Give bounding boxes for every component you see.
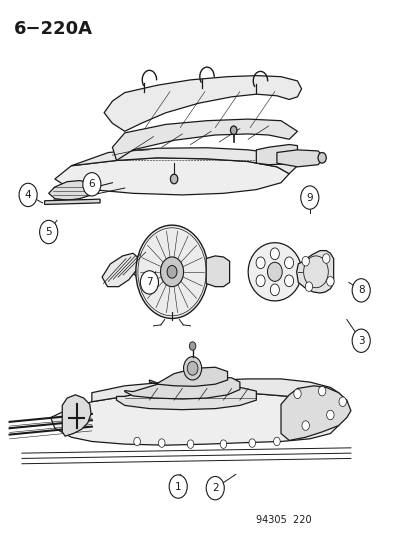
Circle shape bbox=[338, 397, 346, 407]
Circle shape bbox=[248, 439, 255, 447]
Text: 1: 1 bbox=[174, 481, 181, 491]
Circle shape bbox=[187, 440, 193, 448]
Circle shape bbox=[206, 477, 224, 500]
Circle shape bbox=[317, 152, 325, 163]
Polygon shape bbox=[280, 386, 350, 440]
Text: 3: 3 bbox=[357, 336, 363, 346]
Circle shape bbox=[351, 279, 369, 302]
Polygon shape bbox=[247, 243, 301, 301]
Polygon shape bbox=[149, 367, 227, 386]
Polygon shape bbox=[276, 150, 321, 167]
Circle shape bbox=[230, 126, 237, 134]
Circle shape bbox=[256, 275, 264, 287]
Circle shape bbox=[133, 437, 140, 446]
Circle shape bbox=[284, 257, 293, 269]
Circle shape bbox=[326, 410, 333, 419]
Circle shape bbox=[40, 220, 57, 244]
Polygon shape bbox=[51, 393, 338, 445]
Polygon shape bbox=[102, 253, 139, 287]
Circle shape bbox=[293, 389, 300, 399]
Circle shape bbox=[304, 282, 312, 292]
Circle shape bbox=[158, 439, 165, 447]
Circle shape bbox=[326, 277, 333, 286]
Text: 6−220A: 6−220A bbox=[14, 20, 93, 38]
Circle shape bbox=[19, 183, 37, 207]
Circle shape bbox=[318, 386, 325, 396]
Text: 9: 9 bbox=[306, 192, 312, 203]
Polygon shape bbox=[206, 256, 229, 287]
Text: 2: 2 bbox=[211, 483, 218, 493]
Polygon shape bbox=[296, 251, 333, 293]
Polygon shape bbox=[124, 377, 239, 399]
Polygon shape bbox=[112, 119, 297, 160]
Circle shape bbox=[83, 173, 101, 196]
Circle shape bbox=[256, 257, 264, 269]
Text: 6: 6 bbox=[88, 179, 95, 189]
Text: 4: 4 bbox=[25, 190, 31, 200]
Polygon shape bbox=[71, 148, 297, 174]
Polygon shape bbox=[92, 379, 346, 411]
Polygon shape bbox=[116, 386, 256, 410]
Text: 7: 7 bbox=[146, 277, 152, 287]
Text: 8: 8 bbox=[357, 285, 363, 295]
Polygon shape bbox=[104, 76, 301, 131]
Text: 5: 5 bbox=[45, 227, 52, 237]
Polygon shape bbox=[132, 248, 209, 297]
Circle shape bbox=[270, 248, 279, 260]
Circle shape bbox=[300, 186, 318, 209]
Polygon shape bbox=[62, 395, 91, 436]
Circle shape bbox=[140, 271, 158, 294]
Circle shape bbox=[322, 254, 329, 263]
Circle shape bbox=[85, 181, 94, 191]
Circle shape bbox=[167, 265, 176, 278]
Polygon shape bbox=[45, 199, 100, 205]
Circle shape bbox=[301, 421, 309, 430]
Circle shape bbox=[220, 440, 226, 448]
Circle shape bbox=[135, 225, 208, 318]
Circle shape bbox=[187, 361, 197, 375]
Circle shape bbox=[273, 437, 280, 446]
Circle shape bbox=[267, 262, 282, 281]
Text: 94305  220: 94305 220 bbox=[256, 515, 311, 525]
Circle shape bbox=[301, 256, 309, 266]
Circle shape bbox=[189, 342, 195, 350]
Polygon shape bbox=[49, 181, 96, 200]
Polygon shape bbox=[256, 144, 297, 165]
Circle shape bbox=[160, 257, 183, 287]
Circle shape bbox=[170, 174, 177, 184]
Circle shape bbox=[284, 275, 293, 287]
Circle shape bbox=[351, 329, 369, 352]
Circle shape bbox=[270, 284, 279, 296]
Circle shape bbox=[169, 475, 187, 498]
Circle shape bbox=[183, 357, 201, 380]
Polygon shape bbox=[55, 158, 289, 195]
